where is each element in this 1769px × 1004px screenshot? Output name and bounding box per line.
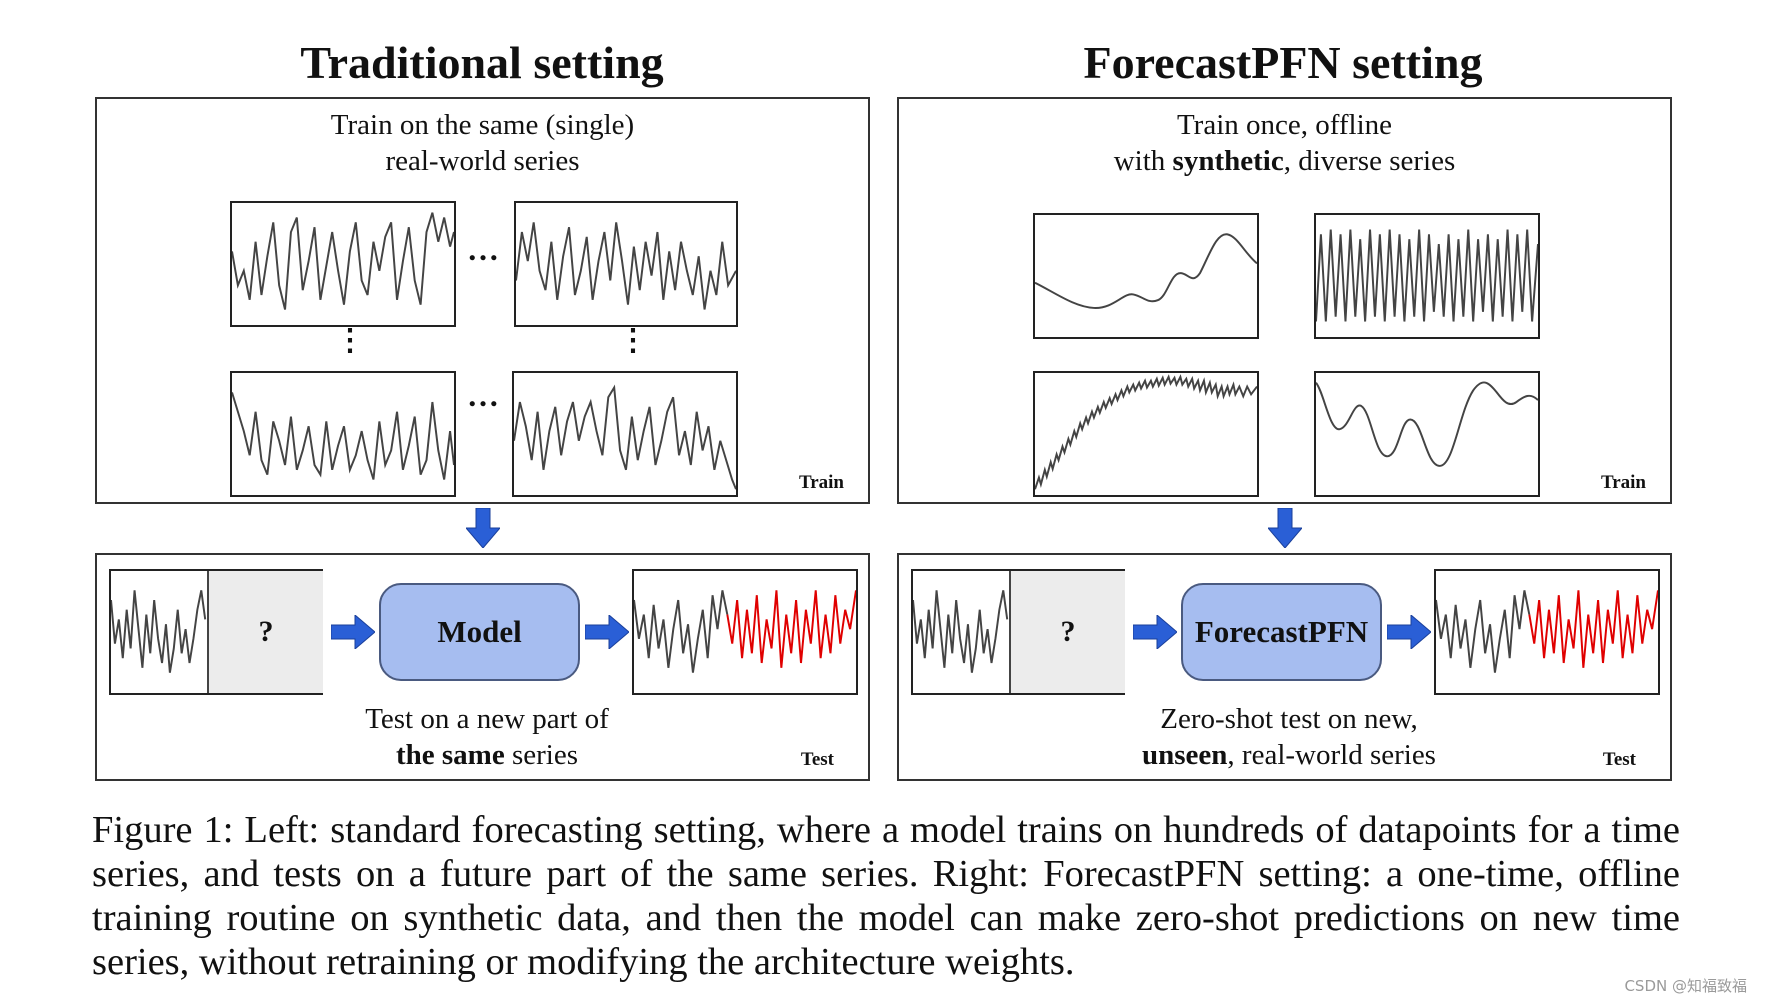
right-arrow-icon — [331, 615, 375, 649]
right-train-text-post: , diverse series — [1283, 145, 1456, 177]
synthetic-series-plot — [1033, 213, 1259, 339]
watermark: CSDN @知福致福 — [1624, 977, 1747, 995]
left-test-text-line1: Test on a new part of — [365, 703, 609, 735]
left-train-panel: Train on the same (single) real-world se… — [95, 97, 870, 504]
right-test-panel: ? ForecastPFN Zero-shot test on new, uns… — [897, 553, 1672, 781]
synthetic-emphasis: synthetic — [1172, 145, 1284, 177]
train-series-plot — [230, 201, 456, 327]
left-title: Traditional setting — [300, 37, 664, 88]
right-test-text-line1: Zero-shot test on new, — [1160, 703, 1418, 735]
synthetic-series-plot — [1314, 213, 1540, 339]
right-test-text-rest: , real-world series — [1227, 739, 1436, 771]
down-arrow-icon — [1268, 508, 1302, 548]
right-title: ForecastPFN setting — [1083, 37, 1483, 88]
forecast-output-plot — [1434, 569, 1660, 695]
input-series-box: ? — [109, 569, 323, 695]
vertical-ellipsis: ⋮ — [618, 324, 648, 357]
horizontal-ellipsis: … — [467, 231, 499, 267]
left-test-panel: ? Model Test on a new part of the same s… — [95, 553, 870, 781]
right-arrow-icon — [1133, 615, 1177, 649]
test-tag: Test — [800, 749, 834, 770]
left-train-text-line1: Train on the same (single) — [330, 109, 635, 141]
question-mark-box: ? — [207, 571, 323, 693]
train-series-plot — [514, 201, 738, 327]
synthetic-series-plot — [1314, 371, 1540, 497]
right-train-text-pre: with — [1113, 145, 1173, 177]
train-series-plot — [512, 371, 738, 497]
same-emphasis: the same — [395, 739, 505, 771]
right-arrow-icon — [1387, 615, 1431, 649]
model-box: Model — [379, 583, 580, 681]
left-test-text-rest: series — [504, 739, 578, 771]
horizontal-ellipsis: … — [467, 377, 499, 413]
train-tag: Train — [798, 472, 844, 493]
test-tag: Test — [1602, 749, 1636, 770]
figure-caption: Figure 1: Left: standard forecasting set… — [92, 809, 1680, 983]
down-arrow-icon — [466, 508, 500, 548]
right-train-text-line1: Train once, offline — [1176, 109, 1393, 141]
synthetic-series-plot — [1033, 371, 1259, 497]
vertical-ellipsis: ⋮ — [335, 324, 365, 357]
train-series-plot — [230, 371, 456, 497]
right-train-panel: Train once, offline with synthetic, dive… — [897, 97, 1672, 504]
unseen-emphasis: unseen — [1142, 739, 1228, 771]
forecast-output-plot — [632, 569, 858, 695]
left-train-text-line2: real-world series — [385, 145, 580, 177]
right-arrow-icon — [585, 615, 629, 649]
input-series-box: ? — [911, 569, 1125, 695]
question-mark-box: ? — [1009, 571, 1125, 693]
forecastpfn-box: ForecastPFN — [1181, 583, 1382, 681]
train-tag: Train — [1600, 472, 1646, 493]
